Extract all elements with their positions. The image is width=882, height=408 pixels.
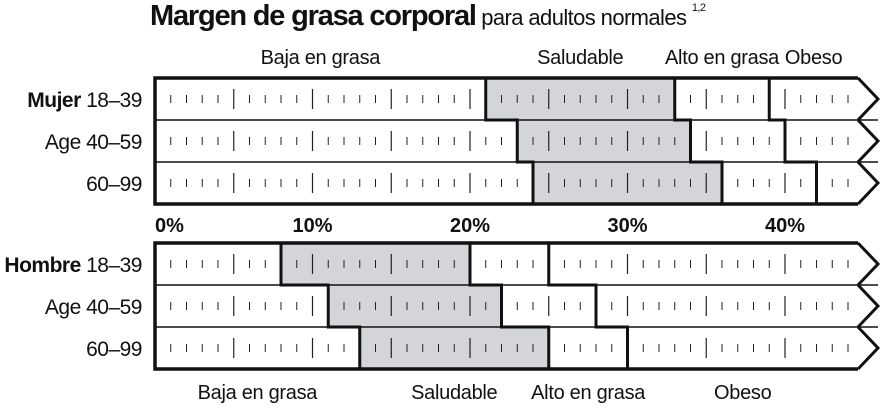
axis-tick-label: 20% [450, 215, 490, 237]
zone-label-hombre: Saludable [411, 382, 497, 404]
hombre-boundary-healthy [279, 243, 362, 369]
row-label-range: Age 40–59 [45, 296, 142, 319]
hombre-arrow-edge [856, 241, 881, 287]
axis-tick-label: 0% [155, 215, 184, 237]
title-main: Margen de grasa corporal [150, 0, 477, 32]
mujer-healthy-band [517, 120, 691, 162]
title-sub: para adultos normales 1,2 [476, 2, 706, 30]
row-label-range: 18–39 [86, 89, 142, 112]
row-label-range: Age 40–59 [45, 131, 142, 154]
title-footnote: 1,2 [691, 2, 706, 14]
zone-label-mujer: Obeso [785, 47, 843, 69]
hombre-boundary-high [468, 243, 551, 369]
row-label-range: 60–99 [86, 173, 142, 196]
row-label-group: Mujer [27, 89, 86, 112]
row-label-range: 18–39 [86, 254, 142, 277]
axis-tick-label: 40% [765, 215, 805, 237]
hombre-healthy-band [328, 285, 502, 327]
mujer-arrow-edge [856, 160, 881, 206]
zone-label-mujer: Alto en grasa [665, 47, 780, 69]
hombre-boundary-obese [547, 243, 629, 369]
hombre-frame [153, 241, 858, 371]
axis-tick-label: 10% [292, 215, 332, 237]
mujer-arrow-edge [856, 118, 881, 164]
row-label-mujer: 60–99 [86, 173, 142, 196]
row-label-mujer: Mujer 18–39 [27, 89, 142, 112]
mujer-boundary-obese [767, 78, 818, 204]
zone-label-mujer: Saludable [537, 47, 623, 69]
mujer-boundary-healthy [484, 78, 535, 204]
row-label-group: Hombre [4, 254, 86, 277]
zone-label-hombre: Obeso [714, 382, 772, 404]
zone-label-hombre: Baja en grasa [198, 382, 319, 404]
hombre-arrow-edge [856, 325, 881, 371]
mujer-frame [153, 76, 858, 206]
zone-label-mujer: Baja en grasa [261, 47, 382, 69]
axis-tick-label: 30% [607, 215, 647, 237]
title-sub-text: para adultos normales [481, 5, 687, 30]
chart-title: Margen de grasa corporal para adultos no… [150, 0, 706, 33]
row-label-hombre: Age 40–59 [45, 296, 142, 319]
row-label-hombre: 60–99 [86, 338, 142, 361]
mujer-arrow-edge [856, 76, 881, 122]
row-label-mujer: Age 40–59 [45, 131, 142, 154]
hombre-arrow-edge [856, 283, 881, 329]
row-label-hombre: Hombre 18–39 [4, 254, 142, 277]
row-label-range: 60–99 [86, 338, 142, 361]
mujer-boundary-high [673, 78, 724, 204]
zone-label-hombre: Alto en grasa [531, 382, 646, 404]
